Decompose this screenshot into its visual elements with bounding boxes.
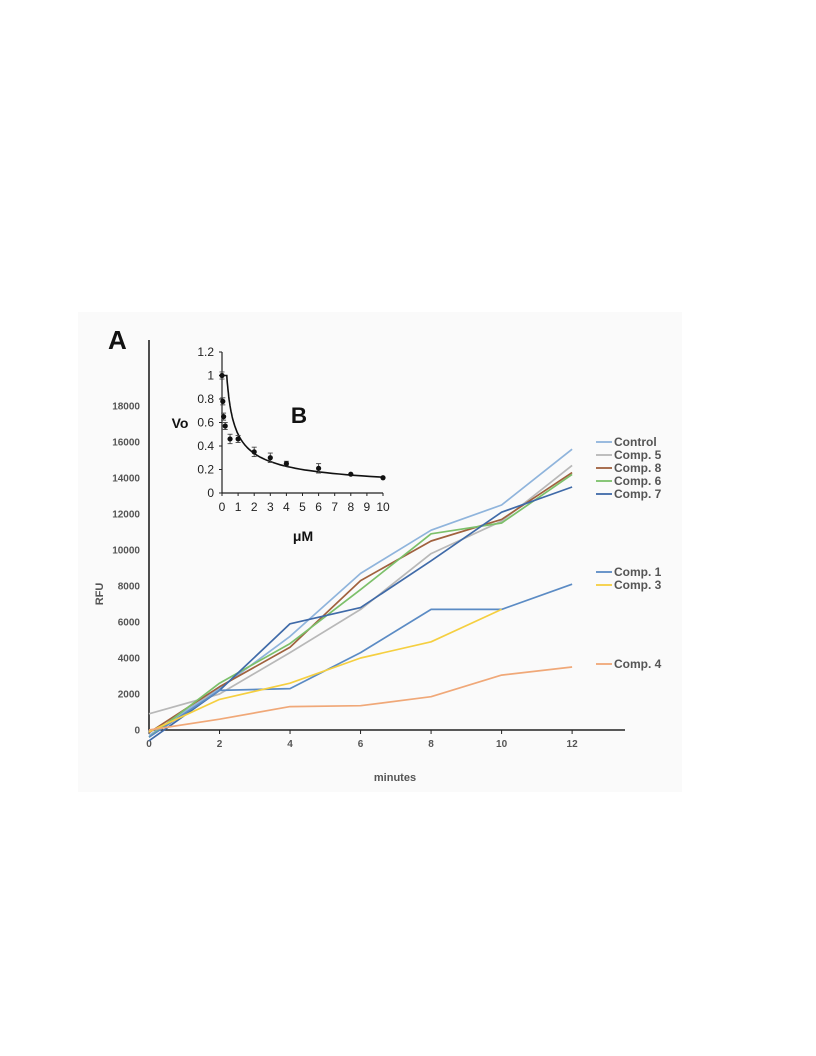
data-point-b: [283, 461, 289, 467]
x-tick-label-a: 6: [358, 739, 364, 750]
x-tick-label-b: 10: [376, 500, 390, 514]
x-tick-label-a: 12: [567, 739, 579, 750]
panel-label-b: B: [291, 403, 307, 428]
data-point-b: [221, 414, 227, 420]
y-tick-label-b: 0: [207, 486, 214, 500]
series-line-comp-4: [148, 666, 573, 731]
data-point-b: [227, 436, 233, 442]
y-tick-label-b: 1: [207, 369, 214, 383]
x-tick-label-a: 4: [287, 739, 293, 750]
legend-label: Comp. 6: [614, 474, 662, 488]
x-tick-label-b: 9: [364, 500, 371, 514]
data-point-b: [267, 455, 273, 461]
y-tick-label-a: 0: [134, 726, 140, 737]
y-tick-label-a: 10000: [112, 546, 140, 557]
x-tick-label-b: 4: [283, 500, 290, 514]
data-point-b: [380, 475, 386, 481]
data-point-b: [220, 398, 226, 404]
series-line-comp-8: [148, 471, 573, 734]
y-tick-label-a: 4000: [118, 654, 141, 665]
x-axis-title-a: minutes: [374, 772, 416, 784]
y-tick-label-b: 0.4: [197, 439, 214, 453]
y-tick-label-b: 0.2: [197, 463, 214, 477]
y-tick-label-a: 8000: [118, 582, 141, 593]
data-point-b: [235, 436, 241, 442]
series-line-control: [148, 448, 573, 737]
figure: A RFU minutes 0 2000 4000 6000 8000 10000 1200…: [78, 312, 682, 792]
x-tick-label-a: 8: [428, 739, 434, 750]
y-tick-label-b: 1.2: [197, 345, 214, 359]
legend-label: Comp. 7: [614, 487, 662, 501]
legend-label: Comp. 4: [614, 657, 662, 671]
series-line-comp-6: [148, 473, 573, 738]
x-tick-label-a: 10: [496, 739, 508, 750]
data-point-b: [348, 471, 354, 477]
y-tick-label-a: 6000: [118, 618, 141, 629]
inset-chart-b: B Vo μM 00.20.40.60.811.20 1 2 3 4 5 6 7 8 9 10: [172, 345, 390, 544]
y-axis-title-b: Vo: [172, 415, 189, 431]
legend-label: Control: [614, 435, 657, 449]
legend-label: Comp. 5: [614, 448, 662, 462]
y-tick-label-a: 14000: [112, 474, 140, 485]
x-tick-label-a: 2: [217, 739, 223, 750]
x-tick-label-b: 0: [219, 500, 226, 514]
x-tick-label-b: 5: [299, 500, 306, 514]
legend-label: Comp. 3: [614, 578, 662, 592]
legend-label: Comp. 1: [614, 565, 662, 579]
y-tick-label-a: 12000: [112, 510, 140, 521]
x-axis-title-b: μM: [293, 528, 313, 544]
x-tick-label-b: 6: [315, 500, 322, 514]
x-tick-label-b: 7: [331, 500, 338, 514]
y-tick-label-a: 2000: [118, 690, 141, 701]
y-tick-label-b: 0.8: [197, 392, 214, 406]
y-axis-title-a: RFU: [94, 583, 106, 606]
data-point-b: [222, 423, 228, 429]
panel-label-a: A: [108, 325, 127, 355]
legend-label: Comp. 8: [614, 461, 662, 475]
series-line-comp-5: [148, 464, 573, 715]
x-tick-label-a: 0: [146, 739, 152, 750]
x-tick-label-b: 8: [347, 500, 354, 514]
y-tick-label-a: 16000: [112, 438, 140, 449]
y-tick-label-b: 0.6: [197, 416, 214, 430]
x-tick-label-b: 3: [267, 500, 274, 514]
chart-a: A RFU minutes 02000400060008000100001200…: [94, 325, 662, 784]
y-tick-label-a: 18000: [112, 402, 140, 413]
data-point-b: [219, 372, 225, 379]
x-tick-label-b: 1: [235, 500, 242, 514]
series-line-comp-3: [148, 608, 502, 733]
data-point-b: [316, 465, 322, 471]
x-tick-label-b: 2: [251, 500, 258, 514]
data-point-b: [251, 449, 257, 455]
